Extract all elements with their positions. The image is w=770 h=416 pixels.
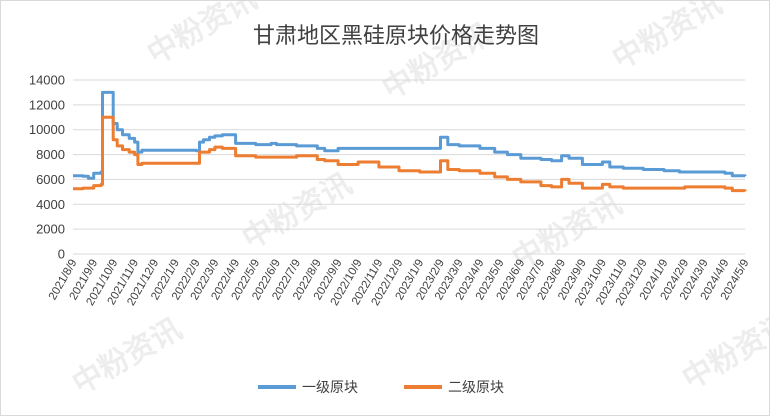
chart-title: 甘肃地区黑硅原块价格走势图 <box>253 24 539 49</box>
series-layer <box>73 90 747 193</box>
legend: 一级原块 二级原块 <box>258 380 504 396</box>
y-tick-label: 8000 <box>36 147 65 162</box>
y-tick-label: 12000 <box>29 97 65 112</box>
y-axis: 0 2000 4000 6000 8000 10000 12000 14000 <box>29 73 65 262</box>
y-tick-label: 4000 <box>36 197 65 212</box>
series-line-一级原块 <box>73 90 747 180</box>
gridlines <box>73 79 745 255</box>
legend-label: 一级原块 <box>302 380 358 396</box>
y-tick-label: 6000 <box>36 172 65 187</box>
y-tick-label: 0 <box>58 247 65 262</box>
series-line-二级原块 <box>73 115 747 193</box>
y-tick-label: 10000 <box>29 122 65 137</box>
y-tick-label: 2000 <box>36 222 65 237</box>
legend-label: 二级原块 <box>448 380 504 396</box>
y-tick-label: 14000 <box>29 73 65 88</box>
